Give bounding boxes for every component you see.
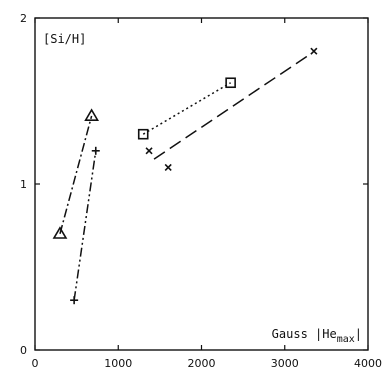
triangle-marker [84,108,100,121]
square-marker [137,128,149,140]
plus-marker [91,146,100,155]
cross-marker [145,147,153,155]
x-axis-label-main: Gauss |He [272,327,337,341]
series-line-triangle [59,115,93,234]
y-tick-label: 2 [20,12,27,25]
cross-marker [310,47,318,55]
series-lines [59,53,311,301]
x-axis-label-subscript: max [337,334,355,345]
plus-marker [70,296,79,305]
axis-ticks [34,17,369,351]
x-tick-label: 1000 [104,357,132,370]
y-tick-label: 0 [20,344,27,357]
triangle-marker [52,226,68,239]
cross-marker-b [310,47,318,55]
x-tick-label: 2000 [188,357,216,370]
y-axis-label: [Si/H] [43,32,86,46]
y-tick-label: 1 [20,178,27,191]
plot-frame [34,17,369,351]
series-line-square [142,82,232,135]
cross-marker-b [145,147,153,155]
series-line-plus [73,150,97,301]
x-axis-label: Gauss |Hemax| [272,327,362,345]
x-axis-label-end: | [355,327,362,341]
square-marker [225,77,236,89]
x-tick-label: 0 [32,357,39,370]
series-line-cross [153,53,311,160]
x-tick-label: 3000 [271,357,299,370]
x-tick-label: 4000 [354,357,382,370]
cross-marker [164,163,172,171]
tick-labels: 0 1000 2000 3000 4000 0 1 2 [20,12,382,370]
cross-marker-b [164,163,172,171]
data-markers [52,47,318,305]
